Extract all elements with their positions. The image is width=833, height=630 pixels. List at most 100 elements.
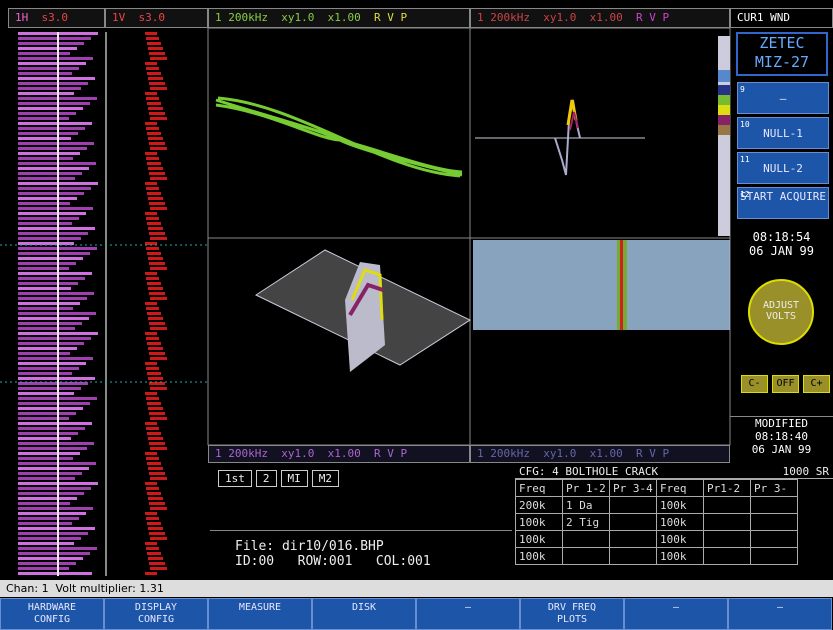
table-cell bbox=[609, 547, 657, 565]
color-scale bbox=[718, 115, 730, 125]
stripe bbox=[150, 297, 167, 300]
header-cell: Pr 3- bbox=[750, 479, 798, 497]
stripe bbox=[18, 372, 72, 375]
stripe bbox=[18, 512, 86, 515]
stripe bbox=[18, 327, 75, 330]
stripe bbox=[18, 152, 80, 155]
stripe bbox=[18, 172, 82, 175]
stripe bbox=[149, 292, 165, 295]
marker[interactable]: MI bbox=[280, 470, 308, 487]
stripe bbox=[147, 342, 161, 345]
markers: 1st 2 MI M2 bbox=[218, 470, 339, 487]
stripe bbox=[148, 527, 163, 530]
softkey[interactable]: DISPLAY CONFIG bbox=[104, 598, 208, 630]
stripe bbox=[147, 252, 161, 255]
color-scale bbox=[718, 85, 730, 95]
stripe bbox=[149, 412, 165, 415]
stripe bbox=[149, 562, 165, 565]
stripe bbox=[18, 242, 74, 245]
stripe bbox=[146, 487, 159, 490]
header-cell: Pr 1-2 bbox=[562, 479, 610, 497]
toggle[interactable]: C+ bbox=[803, 375, 830, 393]
stripe bbox=[150, 567, 167, 570]
strip-charts bbox=[18, 32, 167, 576]
header-cell: Freq bbox=[515, 479, 563, 497]
marker[interactable]: 2 bbox=[255, 470, 277, 487]
modified: MODIFIED 08:18:40 06 JAN 99 bbox=[730, 416, 833, 456]
table-cell: 100k bbox=[515, 547, 563, 565]
side-button[interactable]: 12 START ACQUIRE bbox=[737, 187, 829, 219]
stripe bbox=[18, 497, 77, 500]
stripe bbox=[145, 242, 157, 245]
stripe bbox=[18, 557, 83, 560]
marker[interactable]: M2 bbox=[311, 470, 339, 487]
logo-text: MIZ-27 bbox=[754, 53, 810, 71]
stripe bbox=[18, 417, 69, 420]
softkey[interactable]: HARDWARE CONFIG bbox=[0, 598, 104, 630]
header-row: Freq Pr 1-2 Pr 3-4 Freq Pr1-2 Pr 3- bbox=[515, 479, 798, 497]
softkey[interactable]: DRV FREQ PLOTS bbox=[520, 598, 624, 630]
stripe bbox=[18, 167, 89, 170]
stripe bbox=[150, 387, 167, 390]
softkey[interactable]: DISK bbox=[312, 598, 416, 630]
side-button[interactable]: 9– bbox=[737, 82, 829, 114]
stripe bbox=[148, 497, 163, 500]
table-row: 200k 1 Da 100k bbox=[515, 496, 798, 514]
stripe bbox=[18, 507, 93, 510]
stripe bbox=[18, 552, 90, 555]
softkey[interactable]: MEASURE bbox=[208, 598, 312, 630]
stripe bbox=[150, 87, 167, 90]
stripe bbox=[145, 572, 157, 575]
stripe bbox=[18, 407, 83, 410]
date: 06 JAN 99 bbox=[748, 244, 815, 258]
stripe bbox=[145, 332, 157, 335]
side-button[interactable]: 11 NULL-2 bbox=[737, 152, 829, 184]
header-cell: Pr1-2 bbox=[703, 479, 751, 497]
stripe bbox=[149, 322, 165, 325]
button-label: START ACQUIRE bbox=[739, 190, 827, 203]
stripe bbox=[148, 407, 163, 410]
table-cell bbox=[703, 530, 751, 548]
stripe bbox=[150, 447, 167, 450]
date: 06 JAN 99 bbox=[751, 443, 812, 456]
side-button[interactable]: 10 NULL-1 bbox=[737, 117, 829, 149]
toggle[interactable]: C- bbox=[741, 375, 768, 393]
marker[interactable]: 1st bbox=[218, 470, 252, 487]
time: 08:18:40 bbox=[755, 430, 808, 443]
header-v: 1V s3.0 bbox=[105, 8, 208, 28]
stripe bbox=[18, 387, 81, 390]
dial[interactable] bbox=[748, 279, 814, 345]
toggle[interactable]: OFF bbox=[772, 375, 799, 393]
window-tab[interactable]: CUR1 WND bbox=[730, 8, 833, 28]
config-header: CFG: 4 BOLTHOLE CRACK 1000 SR bbox=[515, 465, 833, 479]
label: 1 200kHz xy1.0 x1.00 bbox=[215, 11, 361, 24]
stripe bbox=[149, 472, 165, 475]
table-cell: 2 Tig bbox=[562, 513, 610, 531]
softkey[interactable]: – bbox=[416, 598, 520, 630]
logo: ZETEC MIZ-27 bbox=[736, 32, 828, 76]
stripe bbox=[150, 57, 167, 60]
stripe bbox=[18, 517, 79, 520]
rate: 1000 SR bbox=[782, 465, 829, 478]
stripe bbox=[150, 537, 167, 540]
stripe bbox=[18, 302, 80, 305]
softkey[interactable]: – bbox=[728, 598, 832, 630]
stripe bbox=[147, 192, 161, 195]
stripe bbox=[18, 322, 82, 325]
stripe bbox=[146, 187, 159, 190]
stripe bbox=[149, 532, 165, 535]
stripe bbox=[147, 312, 161, 315]
stripe bbox=[147, 102, 161, 105]
stripe bbox=[18, 432, 78, 435]
stripe bbox=[146, 337, 159, 340]
stripe bbox=[147, 72, 161, 75]
table-cell bbox=[750, 530, 798, 548]
stripe bbox=[150, 357, 167, 360]
stripe bbox=[149, 202, 165, 205]
softkey[interactable]: – bbox=[624, 598, 728, 630]
label: 1 200kHz xy1.0 x1.00 bbox=[215, 447, 361, 460]
button-label: – bbox=[779, 92, 787, 105]
stripe bbox=[18, 337, 91, 340]
stripe bbox=[145, 422, 157, 425]
table-cell bbox=[562, 547, 610, 565]
